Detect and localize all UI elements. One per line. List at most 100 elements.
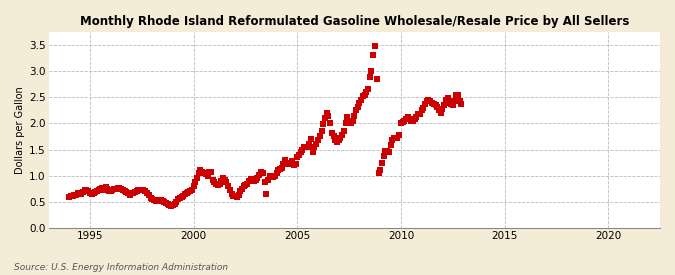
Point [104, 189, 115, 194]
Point [171, 200, 182, 204]
Point [290, 162, 301, 166]
Point [131, 189, 142, 194]
Point [448, 103, 458, 107]
Point [167, 203, 178, 207]
Point [207, 178, 218, 182]
Point [366, 69, 377, 73]
Point [263, 178, 273, 182]
Point [205, 169, 216, 174]
Point [221, 180, 232, 184]
Point [146, 197, 157, 201]
Point [414, 112, 425, 116]
Point [73, 191, 84, 196]
Point [418, 106, 429, 110]
Point [159, 200, 169, 204]
Point [387, 138, 398, 142]
Point [190, 180, 200, 184]
Point [410, 117, 421, 122]
Point [451, 92, 462, 97]
Point [265, 174, 275, 178]
Point [84, 191, 95, 195]
Point [78, 190, 88, 195]
Point [342, 115, 353, 119]
Point [368, 53, 379, 58]
Point [276, 166, 287, 170]
Point [238, 184, 249, 188]
Point [117, 188, 128, 192]
Point [235, 189, 246, 194]
Point [261, 192, 271, 196]
Point [402, 115, 413, 119]
Point [228, 193, 239, 198]
Point [88, 191, 99, 195]
Point [169, 202, 180, 206]
Point [359, 92, 370, 97]
Point [133, 188, 144, 192]
Point [126, 191, 137, 196]
Point [197, 169, 208, 174]
Point [157, 199, 168, 203]
Point [115, 186, 126, 191]
Point [195, 168, 206, 173]
Point [166, 204, 177, 208]
Point [408, 119, 418, 123]
Point [275, 167, 286, 172]
Point [313, 138, 323, 142]
Point [164, 203, 175, 207]
Point [112, 186, 123, 191]
Point [446, 101, 456, 106]
Point [155, 197, 166, 202]
Point [111, 186, 122, 191]
Point [378, 154, 389, 158]
Point [306, 137, 317, 141]
Point [296, 150, 306, 154]
Point [249, 179, 260, 183]
Point [259, 180, 270, 184]
Point [136, 188, 147, 192]
Point [442, 96, 453, 101]
Point [90, 190, 101, 195]
Point [236, 186, 247, 191]
Point [121, 190, 132, 195]
Point [396, 121, 406, 126]
Point [337, 133, 348, 137]
Point [213, 182, 223, 187]
Point [74, 191, 85, 195]
Point [95, 186, 106, 191]
Point [161, 201, 171, 205]
Point [364, 75, 375, 80]
Point [269, 174, 280, 178]
Point [370, 44, 381, 48]
Point [188, 184, 199, 188]
Point [404, 117, 415, 122]
Point [292, 155, 302, 160]
Point [321, 111, 332, 115]
Point [128, 191, 138, 195]
Point [64, 194, 75, 199]
Point [211, 181, 221, 186]
Point [300, 145, 311, 149]
Point [83, 189, 94, 193]
Point [427, 100, 437, 105]
Point [356, 98, 367, 102]
Point [186, 188, 197, 192]
Point [183, 190, 194, 195]
Text: Source: U.S. Energy Information Administration: Source: U.S. Energy Information Administ… [14, 263, 227, 272]
Point [318, 122, 329, 127]
Point [223, 184, 234, 188]
Point [346, 121, 356, 126]
Point [435, 111, 446, 115]
Point [76, 192, 86, 196]
Point [421, 99, 432, 104]
Point [242, 181, 252, 186]
Point [443, 100, 454, 105]
Point [333, 138, 344, 142]
Point [138, 188, 149, 192]
Point [390, 136, 401, 140]
Point [178, 193, 189, 198]
Point [180, 192, 190, 196]
Point [100, 185, 111, 189]
Point [297, 147, 308, 152]
Point [176, 194, 187, 199]
Point [226, 192, 237, 196]
